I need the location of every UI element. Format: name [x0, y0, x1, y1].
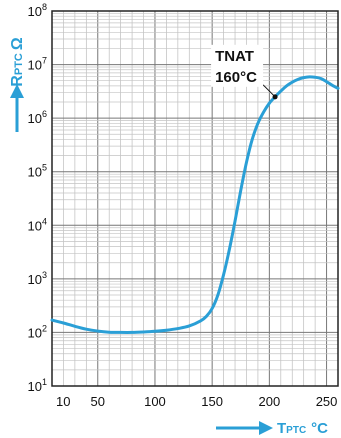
y-tick-base: 10: [28, 111, 42, 126]
y-tick-label: 104: [28, 216, 47, 233]
x-axis-arrow-head: [259, 421, 273, 435]
y-tick-exponent: 8: [42, 2, 47, 12]
y-tick-base: 10: [28, 218, 42, 233]
x-tick-label: 10: [56, 394, 70, 409]
y-tick-exponent: 7: [42, 56, 47, 66]
y-axis-title-group: RPTC Ω: [9, 37, 26, 132]
x-axis-title-group: TPTC °C: [216, 420, 328, 437]
y-tick-base: 10: [28, 165, 42, 180]
tnat-annotation: TNAT 160°C: [211, 44, 278, 100]
y-tick-exponent: 5: [42, 163, 47, 173]
x-tick-label: 150: [201, 394, 223, 409]
y-tick-base: 10: [28, 325, 42, 340]
y-tick-label: 106: [28, 109, 47, 126]
plot-frame: [51, 10, 339, 387]
y-axis-title: RPTC Ω: [9, 37, 26, 87]
y-tick-label: 105: [28, 163, 47, 180]
x-axis-title-unit: °C: [311, 420, 328, 437]
series-line: [50, 75, 340, 334]
x-tick-label: 100: [144, 394, 166, 409]
y-tick-base: 10: [28, 4, 42, 19]
y-tick-label: 103: [28, 270, 47, 287]
y-axis-title-main: R: [9, 75, 26, 87]
y-tick-base: 10: [28, 272, 42, 287]
x-tick-label: 50: [91, 394, 105, 409]
y-tick-label: 102: [28, 323, 47, 340]
y-tick-label: 107: [28, 56, 47, 73]
y-tick-exponent: 6: [42, 109, 47, 119]
y-axis-arrow-head: [10, 84, 24, 98]
x-tick-label: 200: [259, 394, 281, 409]
series-layer: [50, 75, 340, 334]
y-tick-label: 108: [28, 2, 47, 19]
x-tick-label: 250: [316, 394, 338, 409]
grid: [51, 11, 339, 387]
x-tick-labels: 10 50 100 150 200 250: [56, 394, 337, 409]
y-tick-exponent: 3: [42, 270, 47, 280]
annotation-marker: [272, 94, 278, 100]
x-axis-title: TPTC °C: [277, 420, 328, 437]
y-tick-exponent: 1: [42, 377, 47, 387]
annotation-leader-line: [262, 84, 276, 98]
y-tick-base: 10: [28, 58, 42, 73]
annotation-value: 160°C: [215, 69, 257, 86]
y-axis-title-sub: PTC: [13, 53, 25, 75]
annotation-label: TNAT: [215, 48, 254, 65]
y-tick-exponent: 4: [42, 216, 47, 226]
y-tick-label: 101: [28, 377, 47, 394]
y-tick-exponent: 2: [42, 323, 47, 333]
y-axis-title-unit: Ω: [9, 37, 26, 50]
x-axis-title-main: T: [277, 420, 286, 437]
y-tick-base: 10: [28, 379, 42, 394]
x-axis-title-sub: PTC: [286, 425, 306, 436]
annotation-background: [211, 44, 264, 87]
